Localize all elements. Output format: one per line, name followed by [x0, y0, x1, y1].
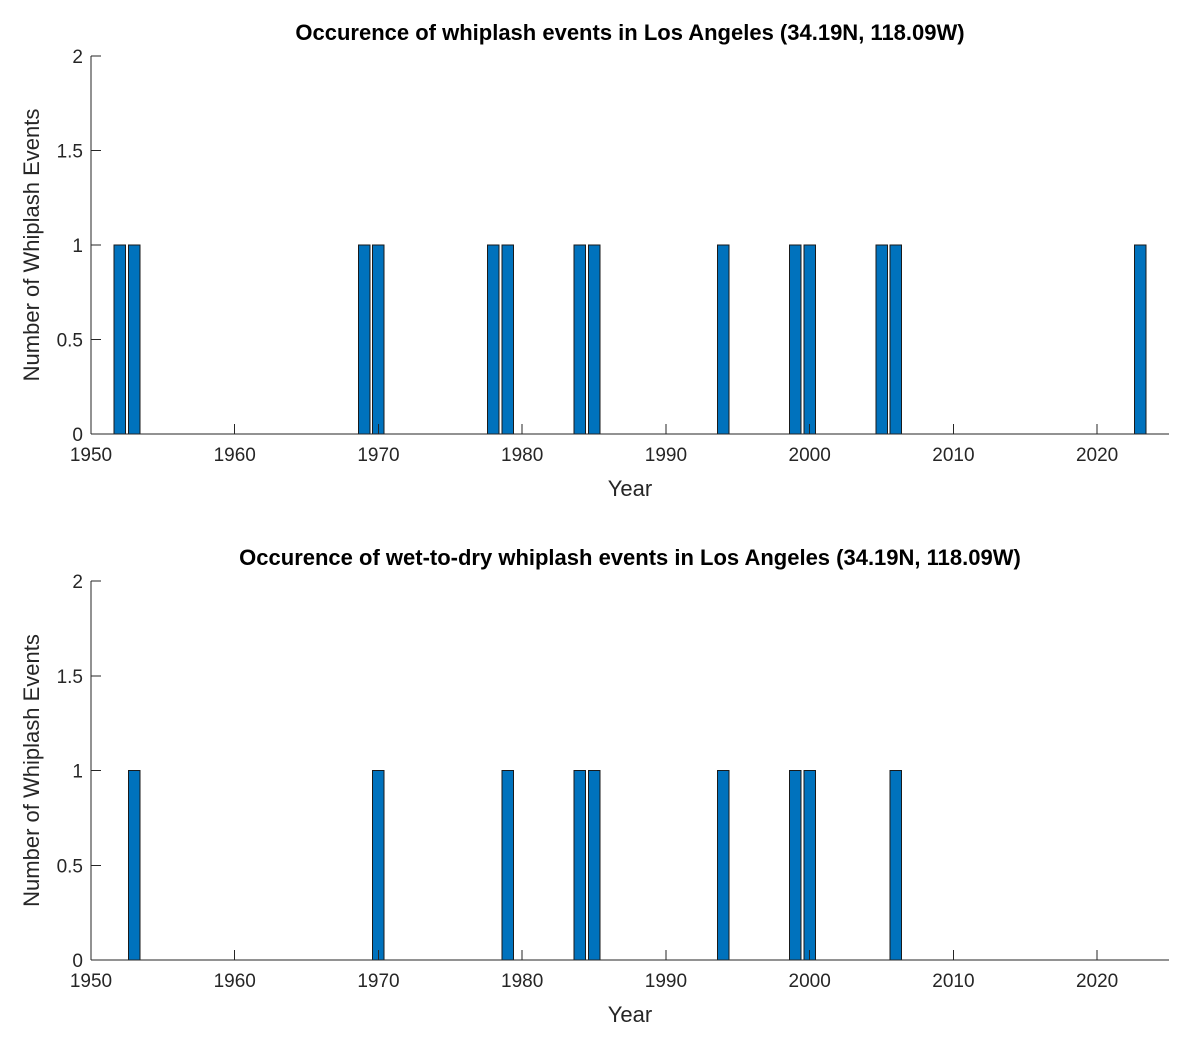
bar [573, 244, 586, 435]
y-tick-label: 0 [72, 425, 83, 446]
bar [113, 244, 126, 435]
bar [789, 770, 802, 961]
y-axis-label: Number of Whiplash Events [19, 109, 44, 382]
bar [487, 244, 500, 435]
bar [501, 770, 515, 961]
bar [803, 244, 816, 435]
x-tick-label: 1950 [70, 971, 112, 992]
chart-title: Occurence of whiplash events in Los Ange… [295, 20, 964, 45]
x-tick-label: 1990 [645, 445, 687, 466]
x-axis-label: Year [608, 476, 652, 501]
x-tick-label: 1960 [214, 971, 256, 992]
x-tick-label: 2020 [1076, 971, 1118, 992]
bar [372, 244, 385, 435]
bar [717, 770, 730, 961]
y-tick-label: 0.5 [57, 331, 83, 352]
y-axis-label: Number of Whiplash Events [19, 634, 44, 907]
y-tick-label: 0 [72, 951, 83, 972]
bar [889, 244, 903, 435]
bar [372, 770, 385, 961]
y-tick-label: 1 [72, 236, 83, 257]
x-tick-label: 1950 [70, 445, 112, 466]
bar [803, 770, 816, 961]
x-tick-label: 2000 [789, 445, 831, 466]
x-tick-label: 1990 [645, 971, 687, 992]
x-tick-label: 2010 [932, 445, 974, 466]
x-tick-label: 2000 [789, 971, 831, 992]
bar [573, 770, 586, 961]
x-tick-label: 1980 [501, 971, 543, 992]
bar [1134, 244, 1147, 435]
bar [875, 244, 888, 435]
chart-panel-all-whiplash: Occurence of whiplash events in Los Ange… [19, 20, 1169, 501]
chart-title: Occurence of wet-to-dry whiplash events … [239, 545, 1021, 570]
y-tick-label: 0.5 [57, 856, 83, 877]
bar [889, 770, 903, 961]
x-tick-label: 2020 [1076, 445, 1118, 466]
bar [127, 244, 141, 435]
y-tick-label: 1.5 [57, 667, 83, 688]
bar [789, 244, 802, 435]
y-tick-label: 1 [72, 762, 83, 783]
bar [127, 770, 141, 961]
x-axis-label: Year [608, 1002, 652, 1027]
bar [587, 244, 601, 435]
bar [357, 244, 371, 435]
bar [501, 244, 515, 435]
bar [587, 770, 601, 961]
y-tick-label: 2 [72, 47, 83, 68]
bar [717, 244, 730, 435]
chart-panel-wet-to-dry-whiplash: Occurence of wet-to-dry whiplash events … [19, 545, 1169, 1027]
x-tick-label: 1970 [357, 971, 399, 992]
x-tick-label: 1960 [214, 445, 256, 466]
x-tick-label: 1970 [357, 445, 399, 466]
y-tick-label: 1.5 [57, 142, 83, 163]
x-tick-label: 1980 [501, 445, 543, 466]
x-tick-label: 2010 [932, 971, 974, 992]
y-tick-label: 2 [72, 572, 83, 593]
